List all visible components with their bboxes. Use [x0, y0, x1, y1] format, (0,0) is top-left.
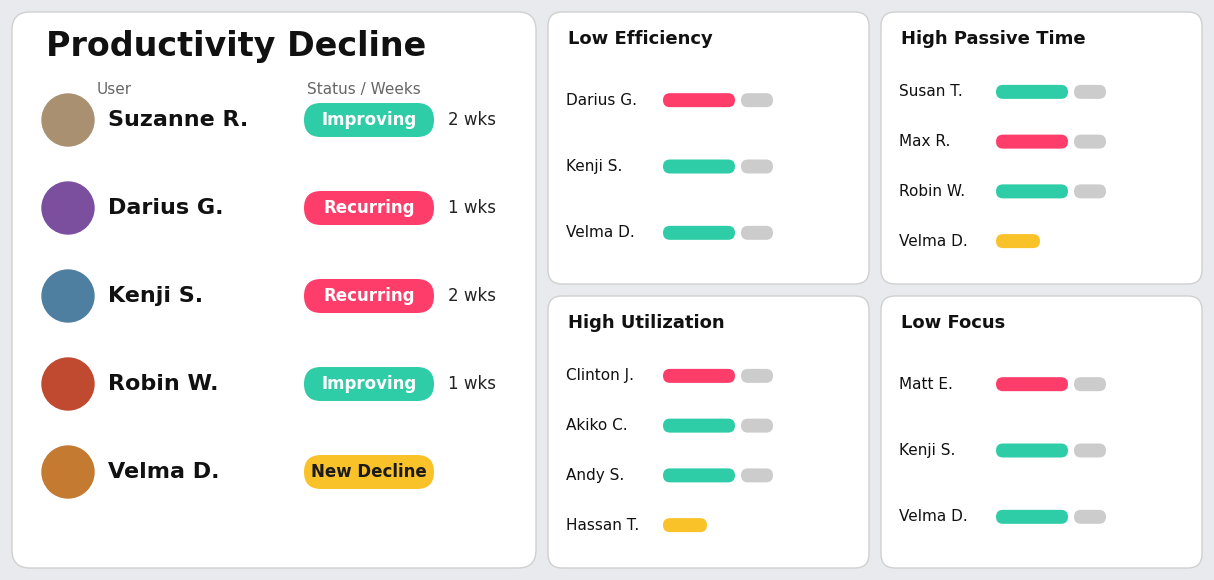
Text: Max R.: Max R. — [900, 134, 951, 149]
FancyBboxPatch shape — [995, 85, 1068, 99]
Text: Robin W.: Robin W. — [108, 374, 219, 394]
FancyBboxPatch shape — [995, 444, 1068, 458]
FancyBboxPatch shape — [995, 135, 1068, 148]
FancyBboxPatch shape — [995, 234, 1040, 248]
Text: Hassan T.: Hassan T. — [566, 517, 640, 532]
FancyBboxPatch shape — [663, 160, 734, 173]
Text: Kenji S.: Kenji S. — [900, 443, 955, 458]
Text: Matt E.: Matt E. — [900, 376, 953, 392]
FancyBboxPatch shape — [881, 296, 1202, 568]
FancyBboxPatch shape — [304, 279, 433, 313]
Circle shape — [42, 446, 93, 498]
Text: High Utilization: High Utilization — [568, 314, 725, 332]
Text: 1 wks: 1 wks — [448, 375, 497, 393]
Text: User: User — [97, 82, 132, 97]
FancyBboxPatch shape — [304, 191, 433, 225]
FancyBboxPatch shape — [741, 93, 773, 107]
Text: Improving: Improving — [322, 111, 416, 129]
FancyBboxPatch shape — [663, 93, 734, 107]
Text: New Decline: New Decline — [311, 463, 427, 481]
Text: Low Efficiency: Low Efficiency — [568, 30, 713, 48]
FancyBboxPatch shape — [304, 455, 433, 489]
FancyBboxPatch shape — [1074, 510, 1106, 524]
FancyBboxPatch shape — [741, 469, 773, 483]
FancyBboxPatch shape — [741, 369, 773, 383]
FancyBboxPatch shape — [304, 367, 433, 401]
Text: Improving: Improving — [322, 375, 416, 393]
Text: 2 wks: 2 wks — [448, 287, 497, 305]
Text: Clinton J.: Clinton J. — [566, 368, 634, 383]
FancyBboxPatch shape — [1074, 184, 1106, 198]
FancyBboxPatch shape — [663, 469, 734, 483]
FancyBboxPatch shape — [1074, 444, 1106, 458]
Text: Productivity Decline: Productivity Decline — [46, 30, 426, 63]
FancyBboxPatch shape — [741, 419, 773, 433]
FancyBboxPatch shape — [741, 160, 773, 173]
FancyBboxPatch shape — [663, 226, 734, 240]
Circle shape — [42, 358, 93, 410]
FancyBboxPatch shape — [1074, 135, 1106, 148]
Text: 1 wks: 1 wks — [448, 199, 497, 217]
FancyBboxPatch shape — [741, 226, 773, 240]
Text: Kenji S.: Kenji S. — [566, 159, 623, 174]
FancyBboxPatch shape — [1074, 377, 1106, 391]
Text: Robin W.: Robin W. — [900, 184, 965, 199]
FancyBboxPatch shape — [995, 184, 1068, 198]
FancyBboxPatch shape — [548, 296, 869, 568]
FancyBboxPatch shape — [304, 103, 433, 137]
Text: Recurring: Recurring — [323, 287, 415, 305]
FancyBboxPatch shape — [1074, 85, 1106, 99]
Text: Velma D.: Velma D. — [900, 234, 968, 249]
Text: Darius G.: Darius G. — [566, 93, 637, 108]
Text: Susan T.: Susan T. — [900, 84, 963, 99]
FancyBboxPatch shape — [663, 518, 707, 532]
Text: Recurring: Recurring — [323, 199, 415, 217]
Text: Status / Weeks: Status / Weeks — [307, 82, 421, 97]
FancyBboxPatch shape — [881, 12, 1202, 284]
Text: Velma D.: Velma D. — [108, 462, 220, 482]
Text: Darius G.: Darius G. — [108, 198, 223, 218]
FancyBboxPatch shape — [663, 419, 734, 433]
FancyBboxPatch shape — [12, 12, 537, 568]
FancyBboxPatch shape — [995, 377, 1068, 391]
FancyBboxPatch shape — [548, 12, 869, 284]
Text: High Passive Time: High Passive Time — [901, 30, 1085, 48]
Text: Kenji S.: Kenji S. — [108, 286, 203, 306]
Text: Andy S.: Andy S. — [566, 468, 624, 483]
Text: Akiko C.: Akiko C. — [566, 418, 628, 433]
Text: Velma D.: Velma D. — [566, 226, 635, 240]
Circle shape — [42, 182, 93, 234]
FancyBboxPatch shape — [995, 510, 1068, 524]
Text: Low Focus: Low Focus — [901, 314, 1005, 332]
Text: 2 wks: 2 wks — [448, 111, 497, 129]
Text: Velma D.: Velma D. — [900, 509, 968, 524]
Circle shape — [42, 270, 93, 322]
FancyBboxPatch shape — [663, 369, 734, 383]
Text: Suzanne R.: Suzanne R. — [108, 110, 248, 130]
Circle shape — [42, 94, 93, 146]
